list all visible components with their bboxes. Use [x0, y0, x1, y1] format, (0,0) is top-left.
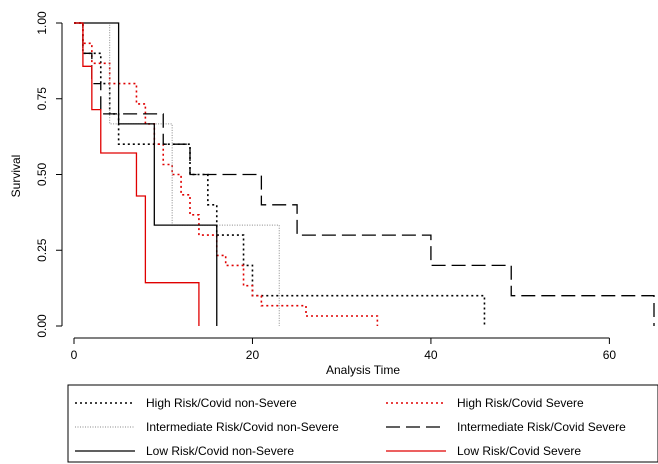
- legend-label: High Risk/Covid Severe: [457, 396, 584, 410]
- x-tick-label: 0: [71, 348, 78, 362]
- x-axis-label: Analysis Time: [326, 363, 400, 377]
- legend-label: Low Risk/Covid non-Severe: [146, 444, 294, 458]
- legend-label: Low Risk/Covid Severe: [457, 444, 581, 458]
- y-ticks: 0.00 0.25 0.50 0.75 1.00: [35, 11, 62, 338]
- y-tick-label: 1.00: [35, 11, 49, 35]
- y-tick-label: 0.00: [35, 314, 49, 338]
- x-tick-label: 60: [603, 348, 617, 362]
- y-axis-label: Survival: [9, 155, 23, 198]
- series-line-2: [74, 22, 379, 326]
- legend-label: Intermediate Risk/Covid non-Severe: [146, 420, 339, 434]
- series-line-5: [74, 22, 218, 326]
- series-layer: [74, 22, 655, 326]
- legend-box: [67, 384, 658, 463]
- series-line-4: [74, 22, 655, 326]
- axes: 0 20 40 60 0.00 0.25 0.50 0.75 1.00: [35, 11, 616, 362]
- legend: High Risk/Covid non-Severe High Risk/Covi…: [67, 384, 658, 463]
- x-tick-label: 40: [424, 348, 438, 362]
- legend-label: Intermediate Risk/Covid Severe: [457, 420, 626, 434]
- y-tick-label: 0.50: [35, 162, 49, 186]
- legend-label: High Risk/Covid non-Severe: [146, 396, 297, 410]
- series-line-6: [74, 22, 200, 326]
- y-tick-label: 0.25: [35, 238, 49, 262]
- y-tick-label: 0.75: [35, 87, 49, 111]
- x-ticks: 0 20 40 60: [71, 338, 617, 362]
- x-tick-label: 20: [246, 348, 260, 362]
